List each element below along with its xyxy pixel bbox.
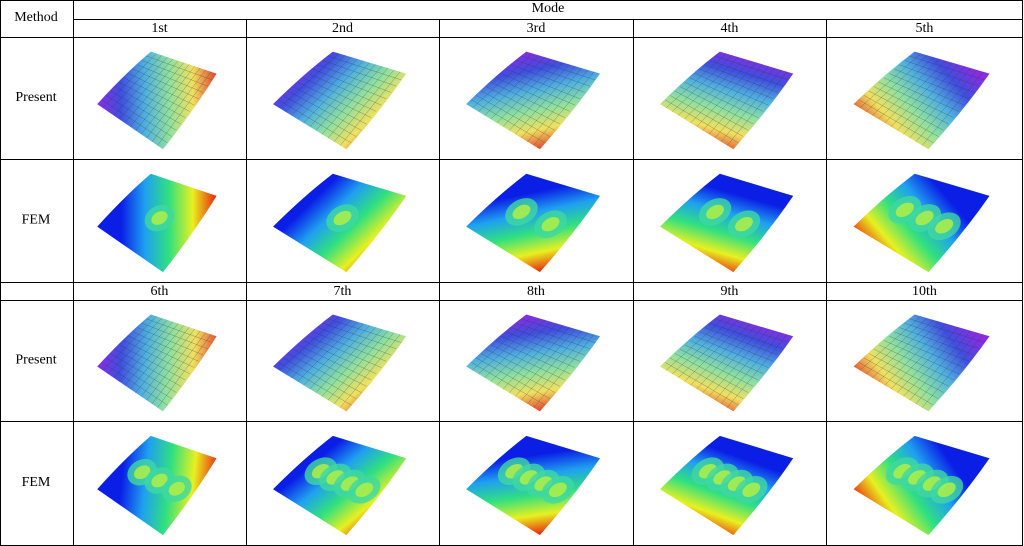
mesh-line bbox=[533, 71, 595, 146]
contour-blob bbox=[895, 202, 914, 218]
mode-label: 9th bbox=[721, 284, 739, 299]
mode-label: 7th bbox=[334, 284, 352, 299]
mesh-line bbox=[922, 71, 984, 146]
contour-blob bbox=[735, 217, 753, 232]
method-label: Present bbox=[15, 353, 56, 368]
mesh-line bbox=[157, 71, 212, 146]
contour-blob bbox=[937, 482, 956, 498]
mesh-line bbox=[521, 318, 596, 343]
mesh-line bbox=[157, 334, 212, 408]
mesh-line bbox=[909, 318, 985, 343]
contour-blob bbox=[355, 482, 374, 498]
mesh-line bbox=[521, 55, 596, 81]
contour-blob bbox=[134, 465, 151, 480]
method-label: FEM bbox=[22, 475, 51, 490]
method-label: FEM bbox=[22, 213, 51, 228]
mesh-line bbox=[727, 71, 788, 146]
contour-blob bbox=[742, 482, 761, 498]
mesh-line bbox=[915, 332, 978, 404]
mode-label: 1st bbox=[151, 21, 167, 36]
contour-blob bbox=[541, 216, 560, 232]
mesh-line bbox=[915, 69, 978, 142]
mesh-line bbox=[151, 69, 206, 142]
method-label: Present bbox=[15, 90, 56, 105]
mesh-line bbox=[714, 55, 789, 81]
contour-blob bbox=[706, 204, 724, 220]
contour-blob bbox=[935, 218, 954, 234]
mesh-line bbox=[720, 332, 782, 404]
mode-header: Mode bbox=[532, 1, 565, 16]
mesh-line bbox=[922, 334, 984, 408]
mode-label: 8th bbox=[527, 284, 545, 299]
mode-label: 6th bbox=[151, 284, 169, 299]
method-header: Method bbox=[14, 10, 58, 25]
contour-blob bbox=[333, 210, 352, 226]
mesh-line bbox=[720, 69, 782, 142]
mesh-line bbox=[909, 55, 985, 81]
mesh-line bbox=[151, 332, 206, 404]
mesh-line bbox=[327, 318, 402, 343]
mesh-line bbox=[333, 69, 395, 142]
mesh-line bbox=[714, 318, 789, 343]
contour-blob bbox=[512, 204, 531, 220]
mode-label: 5th bbox=[916, 21, 934, 36]
mesh-line bbox=[333, 332, 395, 404]
mesh-line bbox=[727, 334, 788, 408]
contour-blob bbox=[915, 210, 934, 226]
mesh-line bbox=[340, 334, 401, 408]
mesh-line bbox=[146, 55, 213, 81]
mode-label: 4th bbox=[721, 21, 739, 36]
mesh-line bbox=[340, 71, 401, 146]
contour-blob bbox=[548, 482, 567, 498]
mesh-line bbox=[327, 55, 402, 81]
contour-blob bbox=[151, 473, 168, 488]
mode-label: 2nd bbox=[332, 21, 353, 36]
mode-shape-contour bbox=[466, 173, 601, 273]
mode-label: 10th bbox=[912, 284, 937, 299]
contour-blob bbox=[151, 211, 168, 225]
mode-label: 3rd bbox=[527, 21, 546, 36]
mesh-line bbox=[527, 69, 588, 142]
mesh-line bbox=[527, 332, 588, 404]
mesh-line bbox=[533, 334, 595, 408]
mesh-line bbox=[146, 318, 213, 343]
contour-blob bbox=[168, 481, 185, 496]
mode-shape-contour bbox=[660, 173, 794, 273]
